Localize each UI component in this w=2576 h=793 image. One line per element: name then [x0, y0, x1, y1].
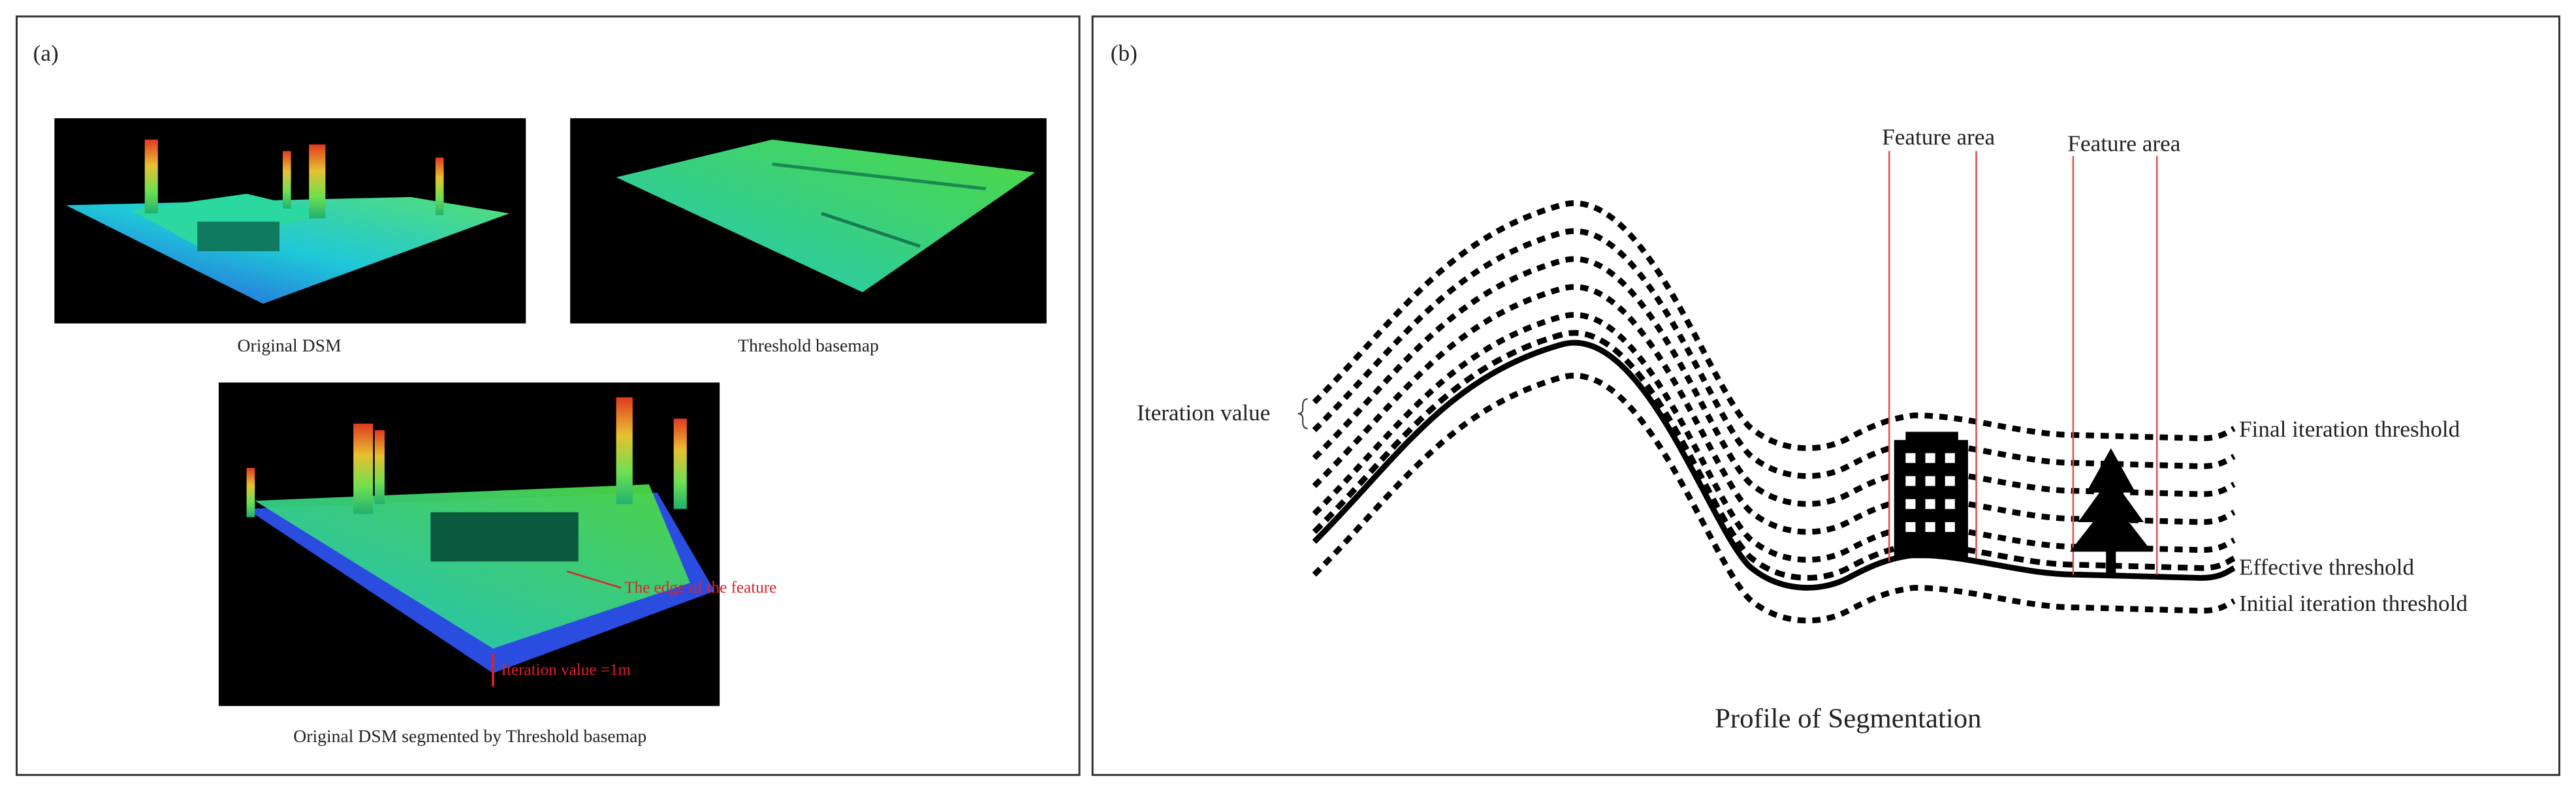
feature-label: Feature area	[2067, 131, 2180, 156]
brace	[1297, 398, 1308, 429]
annotation: Iteration value =1m	[501, 661, 631, 679]
threshold-label: Final iteration threshold	[2239, 416, 2460, 442]
feature-label: Feature area	[1882, 124, 1995, 149]
tree-icon	[2069, 448, 2152, 578]
panel-b-frame	[1091, 15, 2561, 776]
panel-label: (a)	[33, 40, 59, 66]
profile-lines	[1314, 203, 2234, 620]
threshold-basemap-image	[570, 118, 1047, 324]
panel-label: (b)	[1111, 40, 1137, 66]
iteration-label: Iteration value	[1137, 400, 1270, 426]
caption: Original DSM	[238, 335, 342, 355]
feature-lines	[1888, 151, 2158, 575]
panel-a-frame	[15, 15, 1081, 776]
segmented-dsm-image	[218, 382, 720, 706]
panel-caption: Profile of Segmentation	[1715, 703, 1981, 734]
caption: Threshold basemap	[738, 335, 879, 355]
threshold-label: Initial iteration threshold	[2239, 591, 2468, 616]
threshold-label: Effective threshold	[2239, 554, 2415, 580]
original-dsm-image	[54, 118, 526, 324]
caption: Original DSM segmented by Threshold base…	[293, 726, 646, 746]
building-icon	[1894, 431, 1968, 559]
annotation: The edge of the feature	[624, 579, 776, 597]
